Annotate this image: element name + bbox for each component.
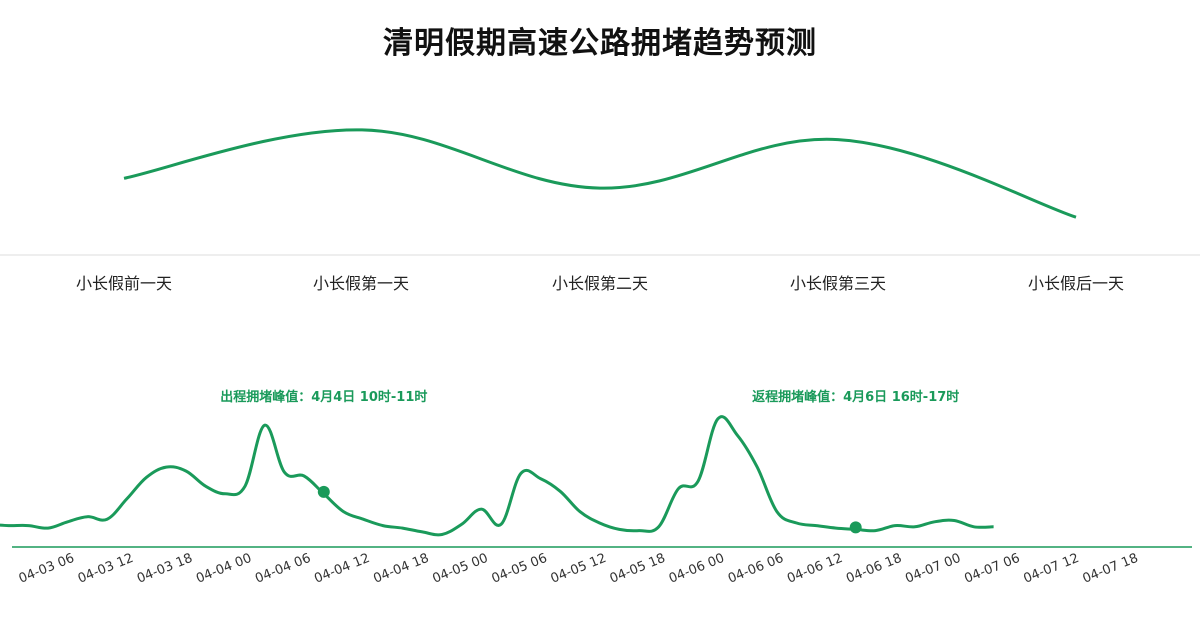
x-tick-label: 04-03 18 bbox=[135, 551, 195, 587]
x-tick-label: 04-04 00 bbox=[194, 551, 254, 587]
day-category-label: 小长假第二天 bbox=[552, 274, 648, 293]
chart-title: 清明假期高速公路拥堵趋势预测 bbox=[383, 26, 817, 61]
x-tick-label: 04-07 00 bbox=[903, 551, 963, 587]
day-category-label: 小长假前一天 bbox=[76, 274, 172, 293]
x-tick-label: 04-03 12 bbox=[76, 551, 136, 587]
x-tick-label: 04-07 18 bbox=[1081, 551, 1141, 587]
x-tick-label: 04-03 06 bbox=[17, 551, 77, 587]
daily-trend-line bbox=[123, 128, 1077, 219]
hourly-trend-line bbox=[0, 415, 994, 537]
x-tick-label: 04-06 18 bbox=[844, 551, 904, 587]
peak-annotation-label: 返程拥堵峰值：4月6日 16时-17时 bbox=[752, 389, 959, 405]
day-category-label: 小长假第三天 bbox=[790, 274, 886, 293]
x-tick-label: 04-05 06 bbox=[490, 551, 550, 587]
x-tick-label: 04-05 18 bbox=[608, 551, 668, 587]
x-tick-label: 04-06 00 bbox=[667, 551, 727, 587]
peak-marker bbox=[317, 485, 330, 498]
x-tick-label: 04-05 12 bbox=[549, 551, 609, 587]
x-tick-label: 04-04 12 bbox=[312, 551, 372, 587]
peak-marker bbox=[849, 521, 862, 534]
daily-trend-chart: 小长假前一天 小长假第一天 小长假第二天 小长假第三天 小长假后一天 bbox=[0, 128, 1200, 293]
x-tick-label: 04-05 00 bbox=[430, 551, 490, 587]
day-category-label: 小长假第一天 bbox=[313, 274, 409, 293]
peak-annotation-label: 出程拥堵峰值：4月4日 10时-11时 bbox=[220, 389, 427, 405]
x-tick-label: 04-06 12 bbox=[785, 551, 845, 587]
x-tick-label: 04-04 18 bbox=[371, 551, 431, 587]
x-tick-label: 04-07 12 bbox=[1021, 551, 1081, 587]
x-tick-label: 04-07 06 bbox=[962, 551, 1022, 587]
day-category-label: 小长假后一天 bbox=[1028, 274, 1124, 293]
x-tick-label: 04-04 06 bbox=[253, 551, 313, 587]
x-tick-label: 04-06 06 bbox=[726, 551, 786, 587]
